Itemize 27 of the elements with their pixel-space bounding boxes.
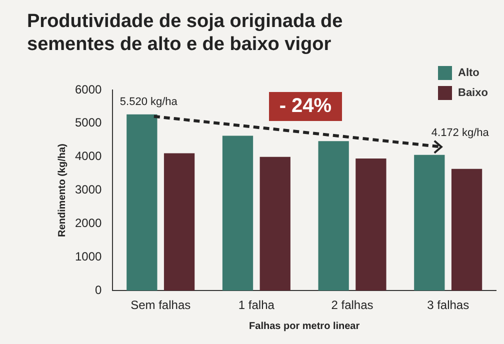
y-tick-label: 6000 <box>74 82 102 96</box>
bar <box>318 141 349 291</box>
legend-label: Baixo <box>458 87 488 99</box>
bar <box>451 168 482 291</box>
y-tick-label: 0 <box>95 282 102 297</box>
bar <box>222 136 254 291</box>
x-tick-label: 2 falhas <box>331 298 374 312</box>
bar <box>164 153 195 291</box>
y-tick-label: 2000 <box>74 216 102 230</box>
x-tick-label: Sem falhas <box>130 298 191 312</box>
annotation: - 24% <box>269 92 342 121</box>
bar <box>414 154 445 291</box>
x-tick-label: 3 falhas <box>427 298 470 312</box>
bar <box>356 158 386 291</box>
y-tick-label: 5000 <box>74 116 102 130</box>
y-axis-title: Rendimento (kg/ha) <box>56 144 68 237</box>
bar <box>260 156 290 291</box>
y-tick-label: 1000 <box>74 249 102 264</box>
x-axis-title: Falhas por metro linear <box>249 320 360 332</box>
x-tick-label: 1 falha <box>238 298 275 312</box>
chart-title: Produtividade de soja originada de sementes de alto e de baixo vigor <box>27 10 344 56</box>
legend-label: Alto <box>458 67 480 79</box>
annotation: 5.520 kg/ha <box>120 96 178 108</box>
y-tick-label: 4000 <box>74 149 102 164</box>
annotation: 4.172 kg/ha <box>431 126 489 139</box>
bar <box>126 114 158 291</box>
y-tick-label: 3000 <box>74 182 102 197</box>
